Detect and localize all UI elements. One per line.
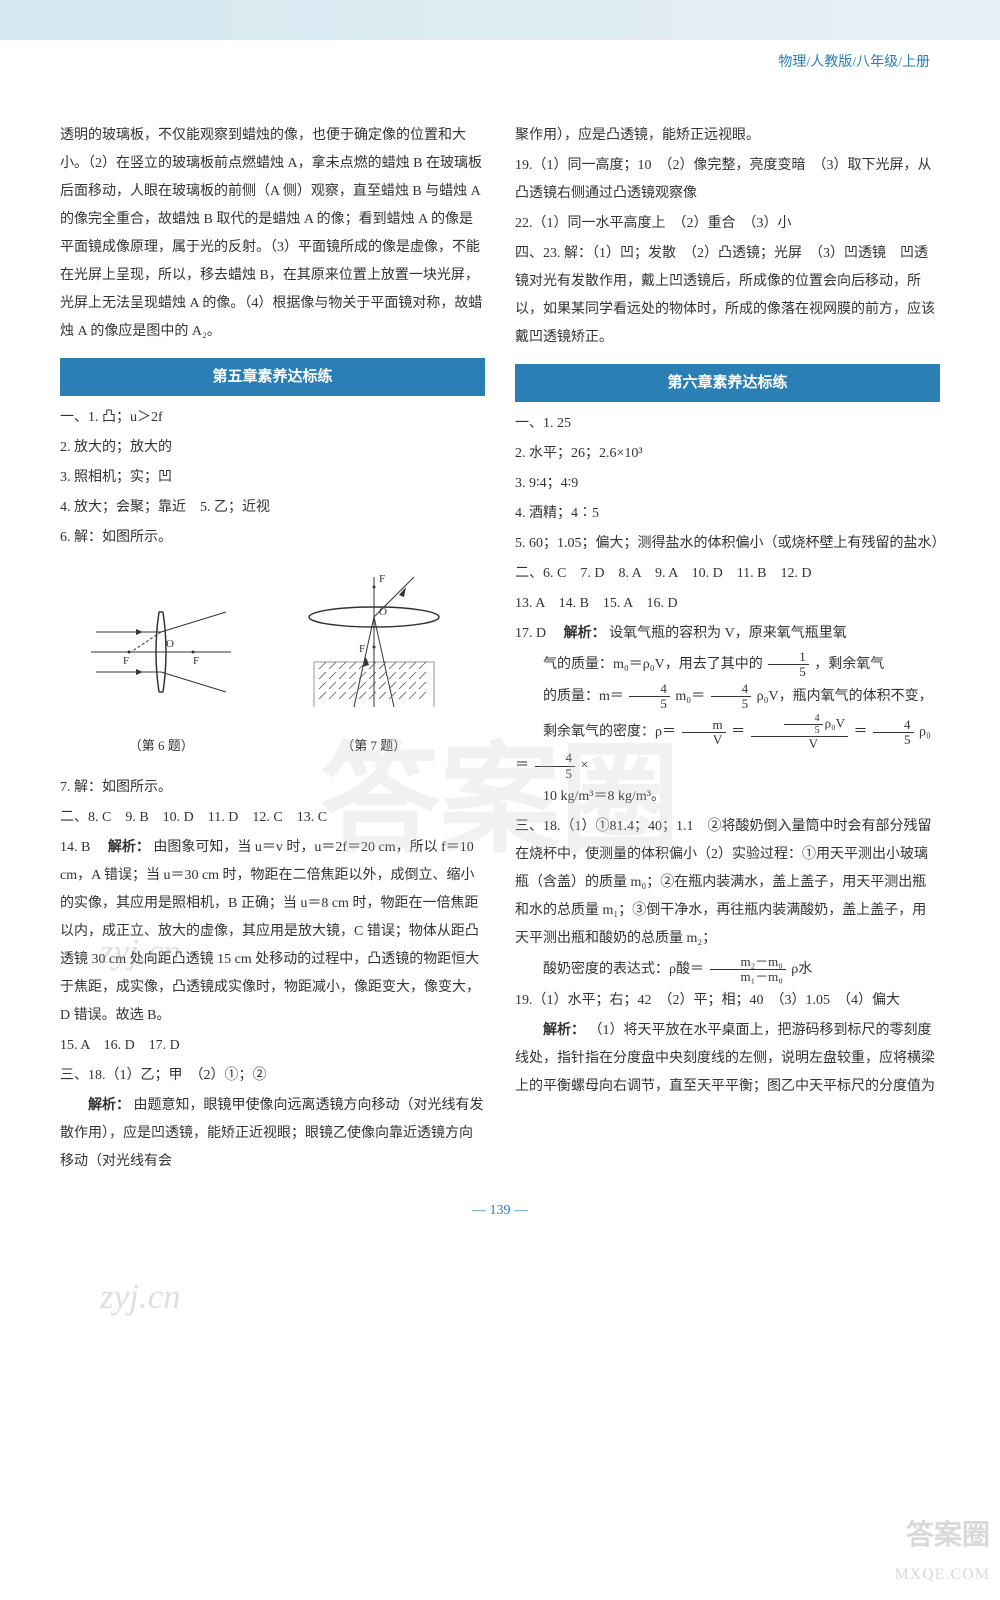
figure-6: F F O （第 6 题）: [81, 587, 241, 759]
section5-banner: 第五章素养达标练: [60, 358, 485, 396]
q14-label: 14. B: [60, 840, 104, 855]
r-q23: 四、23. 解：（1）凹；发散 （2）凸透镜；光屏 （3）凹透镜 凹透镜对光有发…: [515, 240, 940, 352]
q18-analysis: 解析： 由题意知，眼镜甲使像向远离透镜方向移动（对光线有发散作用），应是凹透镜，…: [60, 1092, 485, 1176]
r-q13-16: 13. A 14. B 15. A 16. D: [515, 590, 940, 618]
r-q19-text: 19.（1）水平；右；42 （2）平；相；40 （3）1.05 （4）偏大: [515, 987, 940, 1015]
intro-paragraph-right: 聚作用），应是凸透镜，能矫正远视眼。: [515, 122, 940, 150]
r-q4: 4. 酒精；4∶5: [515, 500, 940, 528]
r-q19: 19.（1）同一高度；10 （2）像完整，亮度变暗 （3）取下光屏，从凸透镜右侧…: [515, 152, 940, 208]
watermark-bottom: 答案圈 MXQE.COM: [894, 1511, 990, 1590]
q6: 6. 解：如图所示。: [60, 524, 485, 552]
concave-lens-diagram: F F O: [81, 587, 241, 717]
r-q17-line5: 10 kg/m³＝8 kg/m³。: [515, 783, 940, 811]
frac-m2m0: m₂－m₀m₁－m₀: [710, 955, 786, 985]
watermark-bottom-2: MXQE.COM: [894, 1561, 990, 1590]
q18: 三、18.（1）乙；甲 （2）①；②: [60, 1062, 485, 1090]
q7: 7. 解：如图所示。: [60, 774, 485, 802]
q4: 4. 放大；会聚；靠近 5. 乙；近视: [60, 494, 485, 522]
r-q17-p4e: ×: [581, 759, 589, 774]
right-column: 聚作用），应是凸透镜，能矫正远视眼。 19.（1）同一高度；10 （2）像完整，…: [515, 120, 940, 1178]
frac-complex: 45ρ₀V V: [751, 713, 848, 751]
q8-13: 二、8. C 9. B 10. D 11. D 12. C 13. C: [60, 804, 485, 832]
page-content: 透明的玻璃板，不仅能观察到蜡烛的像，也便于确定像的位置和大小。（2）在竖立的玻璃…: [0, 50, 1000, 1263]
fig7-caption: （第 7 题）: [284, 733, 464, 759]
r-q17-p2b: ，剩余氧气: [814, 657, 884, 672]
svg-text:F: F: [123, 655, 129, 667]
page-number: — 139 —: [60, 1198, 940, 1223]
r-q17-p4b: ＝: [731, 725, 745, 740]
figure-7: F O F: [284, 567, 464, 759]
two-column-layout: 透明的玻璃板，不仅能观察到蜡烛的像，也便于确定像的位置和大小。（2）在竖立的玻璃…: [60, 120, 940, 1178]
svg-text:F: F: [193, 655, 199, 667]
r-q17-p3c: ρ₀V，瓶内氧气的体积不变，: [757, 689, 933, 704]
r-q18-expr-a: 酸奶密度的表达式：ρ酸＝: [543, 962, 704, 977]
r-q17-p2a: 气的质量：m₀＝ρ₀V，用去了其中的: [543, 657, 763, 672]
left-column: 透明的玻璃板，不仅能观察到蜡烛的像，也便于确定像的位置和大小。（2）在竖立的玻璃…: [60, 120, 485, 1178]
r-q17-p4a: 剩余氧气的密度：ρ＝: [543, 725, 676, 740]
figure-row: F F O （第 6 题） F O F: [60, 567, 485, 759]
q15-17: 15. A 16. D 17. D: [60, 1032, 485, 1060]
intro-paragraph-left: 透明的玻璃板，不仅能观察到蜡烛的像，也便于确定像的位置和大小。（2）在竖立的玻璃…: [60, 122, 485, 346]
r-q19-analysis-label: 解析：: [543, 1023, 585, 1038]
r-q17-p1: 设氧气瓶的容积为 V，原来氧气瓶里氧: [609, 626, 847, 641]
r-q17-p4c: ＝: [854, 725, 868, 740]
r-q1: 一、1. 25: [515, 410, 940, 438]
r-q17-line4: 剩余氧气的密度：ρ＝ mV ＝ 45ρ₀V V ＝ 45 ρ₀＝ 45 ×: [515, 713, 940, 781]
fig6-caption: （第 6 题）: [81, 733, 241, 759]
frac-4-5b: 45: [711, 682, 752, 712]
r-q3: 3. 9∶4；4∶9: [515, 470, 940, 498]
q1: 一、1. 凸；u＞2f: [60, 404, 485, 432]
q18-analysis-label: 解析：: [88, 1098, 130, 1113]
r-q2: 2. 水平；26；2.6×10³: [515, 440, 940, 468]
r-q17-analysis-label: 解析：: [564, 626, 606, 641]
section6-banner: 第六章素养达标练: [515, 364, 940, 402]
frac-4-5d: 45: [535, 751, 576, 781]
svg-text:O: O: [166, 638, 174, 650]
r-q17-p3b: m₀＝: [675, 689, 705, 704]
r-q6-12: 二、6. C 7. D 8. A 9. A 10. D 11. B 12. D: [515, 560, 940, 588]
r-q5: 5. 60；1.05；偏大；测得盐水的体积偏小（或烧杯壁上有残留的盐水）: [515, 530, 940, 558]
r-q17-p3a: 的质量：m＝: [543, 689, 624, 704]
frac-4-5c: 45: [873, 718, 914, 748]
frac-m-v: mV: [682, 718, 726, 748]
header-band: [0, 0, 1000, 40]
convex-lens-diagram: F O F: [284, 567, 464, 717]
q14-analysis: 由图象可知，当 u＝v 时，u＝2f＝20 cm，所以 f＝10 cm，A 错误…: [60, 840, 480, 1023]
q14: 14. B 解析： 由图象可知，当 u＝v 时，u＝2f＝20 cm，所以 f＝…: [60, 834, 485, 1030]
frac-4-5a: 45: [629, 682, 670, 712]
watermark-zyj-2: zyj.cn: [100, 1265, 181, 1328]
q2: 2. 放大的；放大的: [60, 434, 485, 462]
r-q17-line2: 气的质量：m₀＝ρ₀V，用去了其中的 15 ，剩余氧气: [515, 650, 940, 680]
frac-1-5: 15: [768, 650, 809, 680]
header-subject-label: 物理/人教版/八年级/上册: [778, 50, 930, 75]
r-q17-label: 17. D: [515, 626, 560, 641]
r-q17: 17. D 解析： 设氧气瓶的容积为 V，原来氧气瓶里氧: [515, 620, 940, 648]
watermark-bottom-1: 答案圈: [894, 1511, 990, 1561]
r-q17-line3: 的质量：m＝ 45 m₀＝ 45 ρ₀V，瓶内氧气的体积不变，: [515, 682, 940, 712]
q3: 3. 照相机；实；凹: [60, 464, 485, 492]
r-q18-expr: 酸奶密度的表达式：ρ酸＝ m₂－m₀m₁－m₀ ρ水: [515, 955, 940, 985]
r-q18-expr-b: ρ水: [791, 962, 812, 977]
q14-analysis-label: 解析：: [108, 840, 150, 855]
svg-text:F: F: [379, 573, 385, 585]
r-q18: 三、18.（1）①81.4；40；1.1 ②将酸奶倒入量筒中时会有部分残留在烧杯…: [515, 813, 940, 953]
r-q22: 22.（1）同一水平高度上 （2）重合 （3）小: [515, 210, 940, 238]
svg-text:F: F: [359, 643, 365, 655]
r-q19-analysis: 解析： （1）将天平放在水平桌面上，把游码移到标尺的零刻度线处，指针指在分度盘中…: [515, 1017, 940, 1101]
